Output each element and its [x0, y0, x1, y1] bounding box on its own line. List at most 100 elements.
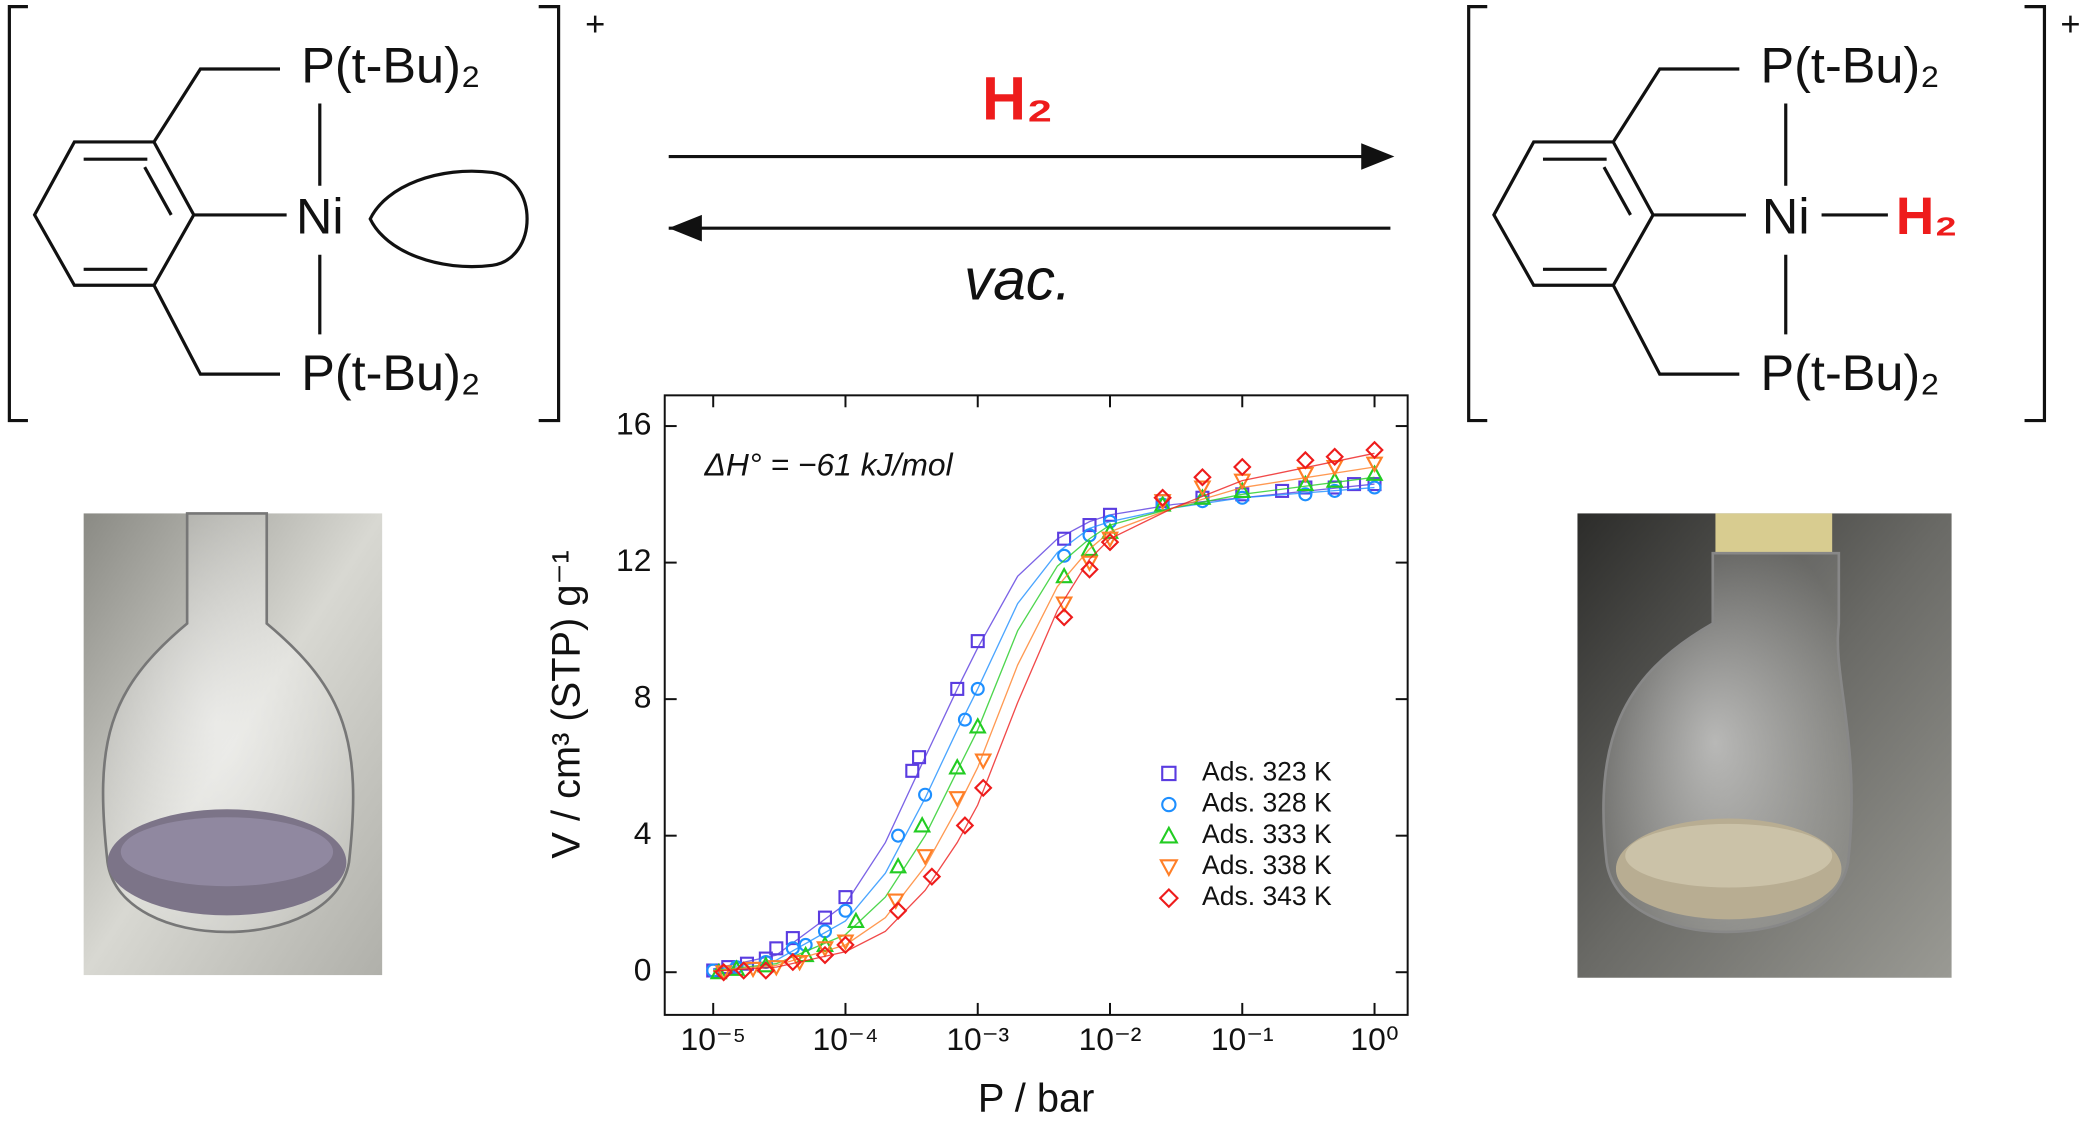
data-point [1080, 539, 1099, 556]
data-point [1365, 456, 1384, 473]
data-point [1055, 566, 1074, 584]
y-tick-label: 4 [634, 815, 652, 851]
data-point [950, 681, 965, 696]
phosphine-label: P(t-Bu)₂ [1761, 344, 1940, 401]
data-point [1365, 440, 1384, 460]
legend-marker [1161, 765, 1177, 782]
data-point [1298, 487, 1313, 502]
data-point [816, 941, 834, 958]
data-point [970, 634, 985, 649]
data-point [912, 750, 927, 765]
reverse-label: vac. [964, 247, 1071, 312]
data-point [970, 681, 985, 696]
legend-label: Ads. 333 K [1202, 819, 1332, 849]
x-axis-label: P / bar [978, 1077, 1094, 1121]
forward-label: H₂ [982, 65, 1053, 133]
x-tick-label: 10⁰ [1350, 1021, 1398, 1057]
data-point [1153, 488, 1172, 508]
plot-frame [663, 394, 1409, 1016]
data-point [1080, 560, 1099, 579]
data-point [1325, 471, 1344, 488]
data-point [1367, 480, 1382, 495]
x-tick-label: 10⁻¹ [1211, 1021, 1274, 1057]
data-point [1057, 531, 1072, 546]
x-tick-label: 10⁻⁴ [813, 1021, 879, 1057]
data-point [889, 857, 908, 874]
y-tick-label: 0 [634, 952, 652, 988]
phosphine-label: P(t-Bu)₂ [301, 36, 480, 93]
legend-marker [1159, 825, 1179, 844]
data-point [817, 924, 833, 939]
data-point [817, 910, 833, 925]
data-point [948, 791, 967, 808]
data-point [968, 717, 987, 734]
data-point [1054, 607, 1074, 627]
data-point [734, 961, 753, 980]
data-point [1327, 483, 1342, 498]
data-point [948, 758, 967, 775]
data-point [1153, 495, 1172, 512]
data-point [1102, 514, 1118, 529]
isotherm-chart: 10⁻⁵ 10⁻⁴ 10⁻³ 10⁻² 10⁻¹ 10⁰ 0 4 8 12 16 Ads. 323 K… [616, 394, 1409, 1057]
charge: + [2060, 6, 2080, 44]
charge: + [585, 6, 605, 44]
data-point [1100, 532, 1120, 552]
photo-right [1577, 513, 1952, 978]
data-point [846, 911, 865, 929]
data-point [1365, 464, 1384, 481]
data-point [905, 763, 920, 778]
legend-label: Ads. 343 K [1202, 881, 1332, 911]
data-point [957, 712, 972, 727]
data-point [756, 956, 775, 973]
y-tick-label: 16 [616, 405, 651, 441]
data-point [756, 961, 776, 980]
data-point [916, 849, 935, 866]
data-point [974, 753, 993, 770]
data-point [838, 903, 853, 918]
data-point [1233, 481, 1252, 498]
legend-marker [1158, 888, 1179, 909]
phosphine-label: P(t-Bu)₂ [1761, 36, 1940, 93]
data-point [1082, 518, 1097, 533]
photo-left [83, 512, 383, 976]
data-point [888, 901, 908, 921]
data-point [769, 941, 784, 956]
legend-label: Ads. 338 K [1202, 850, 1332, 880]
data-point [1325, 447, 1344, 467]
data-point [1275, 483, 1290, 498]
metal-label: Ni [1762, 188, 1810, 245]
data-point [973, 778, 993, 798]
data-point [815, 945, 835, 965]
fit-line [713, 452, 1375, 972]
data-point [886, 893, 905, 910]
y-axis-label: V / cm³ (STP) g⁻¹ [545, 550, 589, 858]
y-tick-label: 12 [616, 542, 651, 578]
legend-label: Ads. 328 K [1202, 788, 1332, 818]
x-tick-label: 10⁻³ [946, 1021, 1009, 1057]
annotation: ΔH° = −61 kJ/mol [704, 446, 954, 482]
legend-marker [1161, 796, 1177, 813]
x-tick-label: 10⁻² [1079, 1021, 1142, 1057]
data-point [1193, 480, 1212, 497]
data-point [891, 828, 906, 843]
data-point [918, 787, 933, 802]
data-point [1296, 474, 1315, 492]
y-tick-label: 8 [634, 679, 652, 715]
x-tick-label: 10⁻⁵ [681, 1021, 746, 1057]
data-point [1102, 507, 1118, 522]
data-point [1080, 555, 1099, 572]
right-structure [1467, 5, 2047, 423]
equilibrium-arrows [668, 143, 1395, 242]
phosphine-label: P(t-Bu)₂ [301, 344, 480, 401]
data-point [955, 816, 975, 835]
data-point [1101, 522, 1119, 539]
data-point [785, 931, 800, 946]
data-point [783, 952, 803, 972]
data-point [1233, 457, 1252, 477]
left-structure [7, 5, 561, 423]
legend-marker [1159, 859, 1179, 878]
legend-label: Ads. 323 K [1202, 756, 1332, 786]
data-point [838, 890, 853, 905]
metal-label: Ni [296, 188, 344, 245]
